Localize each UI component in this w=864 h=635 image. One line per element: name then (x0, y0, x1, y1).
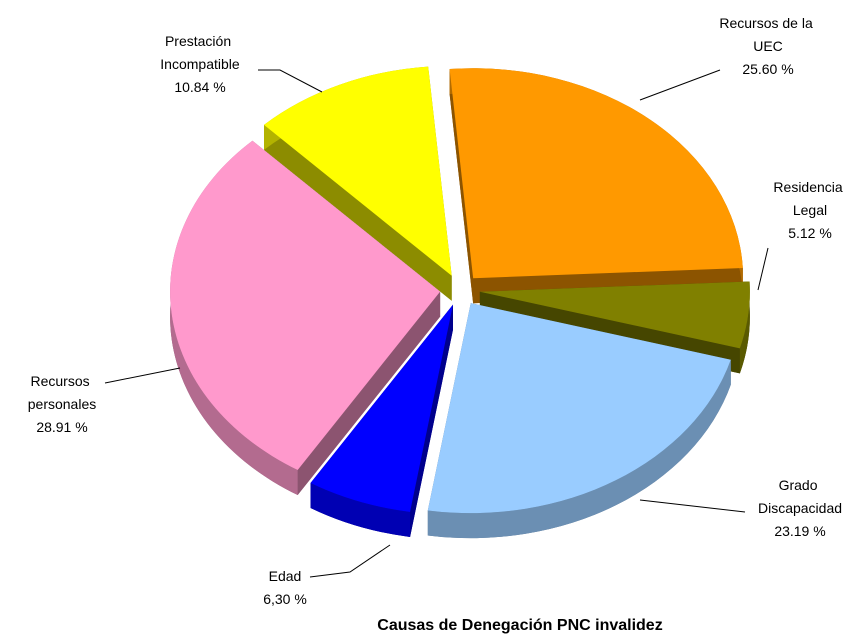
slice-wall (310, 483, 411, 537)
value-label: 5.12 % (788, 225, 832, 241)
slice-label: Edad (269, 568, 302, 584)
slice-label: Residencia Legal (773, 179, 846, 218)
slice (170, 140, 441, 471)
slice-side (297, 291, 441, 496)
slice (427, 303, 731, 514)
label-line: Residencia (773, 179, 846, 195)
chart-title: Causas de Denegación PNC invalidez (377, 617, 662, 634)
label-line: Prestación (165, 33, 235, 49)
label-line: Grado (779, 477, 822, 493)
slice (479, 281, 750, 349)
slice-side (449, 69, 474, 304)
value-label: 23.19 % (774, 523, 825, 539)
slice (449, 68, 743, 279)
leader-line (258, 69, 323, 93)
slice-wall (739, 281, 750, 374)
leader-line (757, 247, 769, 291)
label-line: Recursos de la (719, 15, 816, 31)
leader-line (104, 367, 181, 384)
leader-line (639, 499, 746, 513)
slice-wall (170, 140, 298, 496)
value-label: 6,30 % (263, 591, 307, 607)
value-label: 28.91 % (36, 419, 87, 435)
label-line: Legal (793, 202, 827, 218)
leader-line (309, 544, 391, 578)
label-line: Incompatible (160, 56, 240, 72)
slice-label: Recursos personales (28, 373, 97, 412)
slice-wall (427, 359, 731, 539)
slice-side (410, 304, 453, 537)
slice-side (264, 124, 452, 301)
label-line: personales (28, 396, 97, 412)
slice (310, 304, 453, 512)
leader-line (639, 69, 721, 101)
label-line: Discapacidad (758, 500, 842, 516)
slice-label: Prestación Incompatible (160, 33, 240, 72)
slice (264, 66, 452, 276)
value-label: 10.84 % (174, 79, 225, 95)
slice-label: Recursos de la UEC (719, 15, 816, 54)
label-line: Edad (269, 568, 302, 584)
value-label: 25.60 % (742, 61, 793, 77)
slice-label: Grado Discapacidad (758, 477, 842, 516)
label-line: UEC (753, 38, 783, 54)
label-line: Recursos (30, 373, 93, 389)
